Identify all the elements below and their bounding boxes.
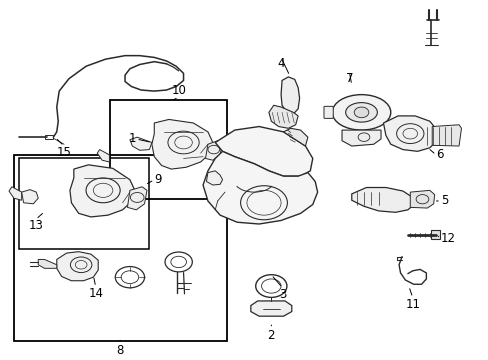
Polygon shape xyxy=(206,171,222,185)
Polygon shape xyxy=(127,187,147,210)
Polygon shape xyxy=(130,137,152,150)
Polygon shape xyxy=(341,130,380,146)
Text: 2: 2 xyxy=(267,329,275,342)
Polygon shape xyxy=(97,149,109,162)
Bar xyxy=(430,230,439,239)
Ellipse shape xyxy=(345,103,377,122)
Polygon shape xyxy=(21,190,38,204)
FancyBboxPatch shape xyxy=(324,106,332,118)
Text: 1: 1 xyxy=(128,132,136,145)
Text: 11: 11 xyxy=(405,298,419,311)
Polygon shape xyxy=(250,301,291,316)
Polygon shape xyxy=(38,260,57,268)
Polygon shape xyxy=(431,125,461,146)
Polygon shape xyxy=(409,190,434,208)
Circle shape xyxy=(353,107,368,118)
Polygon shape xyxy=(152,120,212,169)
Polygon shape xyxy=(268,105,298,128)
Polygon shape xyxy=(383,116,436,151)
Bar xyxy=(19,158,149,249)
Bar xyxy=(44,135,53,139)
Polygon shape xyxy=(70,165,135,217)
Polygon shape xyxy=(205,141,222,160)
Text: 15: 15 xyxy=(57,146,71,159)
Polygon shape xyxy=(203,151,317,224)
Polygon shape xyxy=(57,252,98,281)
Text: 8: 8 xyxy=(116,344,123,357)
Bar xyxy=(14,155,227,341)
Ellipse shape xyxy=(331,95,390,130)
Bar xyxy=(110,100,227,199)
Polygon shape xyxy=(281,77,299,114)
Text: 13: 13 xyxy=(28,219,43,233)
Text: 6: 6 xyxy=(435,148,443,161)
Text: 7: 7 xyxy=(345,72,352,85)
Text: 5: 5 xyxy=(440,194,447,207)
Polygon shape xyxy=(351,188,413,212)
Text: 3: 3 xyxy=(278,288,285,301)
Text: 10: 10 xyxy=(171,84,186,97)
Polygon shape xyxy=(283,128,307,146)
Text: 4: 4 xyxy=(277,57,284,71)
Text: 12: 12 xyxy=(440,232,455,245)
Text: 14: 14 xyxy=(88,287,103,300)
Text: 9: 9 xyxy=(154,173,162,186)
Polygon shape xyxy=(9,187,21,200)
Polygon shape xyxy=(215,126,312,176)
